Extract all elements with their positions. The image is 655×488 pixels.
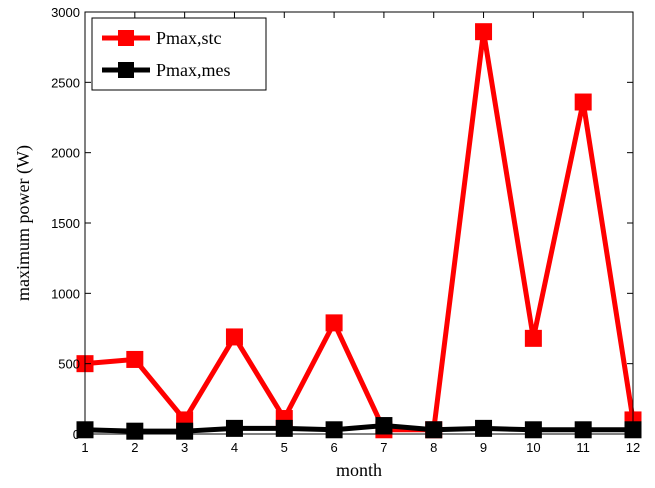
x-axis-label: month <box>336 460 382 480</box>
x-tick-label: 4 <box>231 440 238 455</box>
data-point <box>475 23 493 41</box>
data-point <box>126 350 144 368</box>
y-tick-label: 2000 <box>51 146 80 161</box>
x-tick-label: 1 <box>81 440 88 455</box>
x-tick-label: 8 <box>430 440 437 455</box>
x-tick-label: 10 <box>526 440 540 455</box>
legend-label: Pmax,mes <box>156 60 231 80</box>
legend-marker <box>118 62 134 78</box>
y-tick-label: 0 <box>73 427 80 442</box>
data-point <box>574 93 592 111</box>
y-tick-label: 1000 <box>51 286 80 301</box>
data-point <box>325 314 343 332</box>
y-tick-label: 2500 <box>51 75 80 90</box>
x-tick-label: 9 <box>480 440 487 455</box>
y-tick-label: 3000 <box>51 5 80 20</box>
series-marks <box>76 23 642 440</box>
x-tick-label: 3 <box>181 440 188 455</box>
x-tick-label: 5 <box>281 440 288 455</box>
x-tick-label: 11 <box>576 440 590 455</box>
y-tick-label: 500 <box>58 357 80 372</box>
data-point <box>524 329 542 347</box>
x-tick-label: 2 <box>131 440 138 455</box>
x-tick-label: 12 <box>626 440 640 455</box>
x-tick-label: 7 <box>380 440 387 455</box>
series-line <box>84 31 636 433</box>
y-axis-label: maximum power (W) <box>13 145 34 301</box>
legend-label: Pmax,stc <box>156 28 222 48</box>
y-tick-label: 1500 <box>51 216 80 231</box>
legend-marker <box>118 30 134 46</box>
data-point <box>225 328 243 346</box>
legend: Pmax,stc Pmax,mes <box>91 17 267 91</box>
x-tick-label: 6 <box>330 440 337 455</box>
